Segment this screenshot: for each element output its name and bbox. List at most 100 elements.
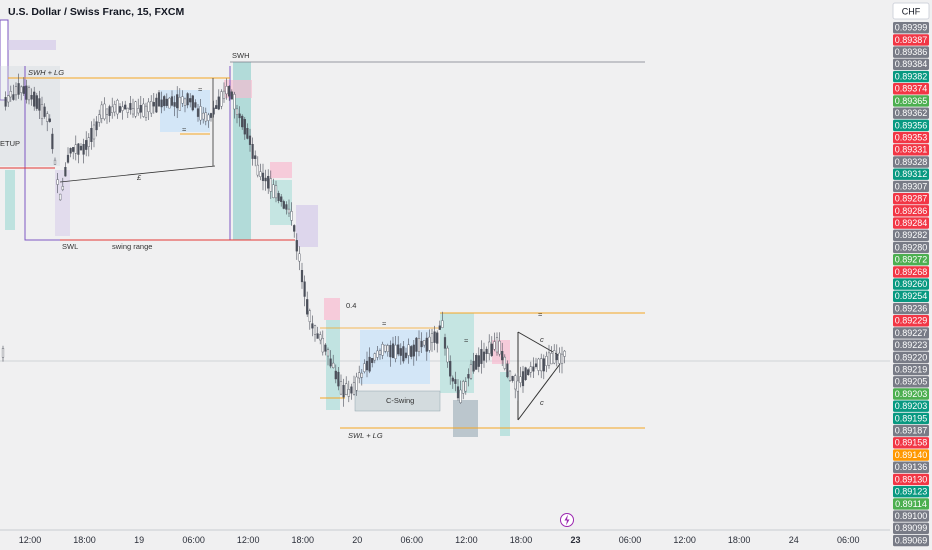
- candle-body: [527, 369, 530, 376]
- candle-body: [157, 92, 161, 107]
- candle-body: [443, 337, 447, 349]
- candle-body: [287, 208, 291, 214]
- candle-body: [332, 362, 335, 369]
- price-label: 0.89236: [895, 303, 928, 313]
- price-label: 0.89353: [895, 132, 928, 142]
- candle-body: [147, 101, 150, 112]
- price-label: 0.89399: [895, 23, 928, 33]
- candle-body: [449, 361, 452, 377]
- candle-body: [53, 159, 57, 165]
- candle-body: [493, 341, 496, 350]
- candle-body: [108, 106, 111, 116]
- price-label: 0.89069: [895, 535, 928, 545]
- price-label-tag: [893, 424, 929, 437]
- candle-body: [113, 104, 116, 113]
- price-label: 0.89114: [895, 499, 927, 509]
- price-label-tag: [893, 473, 929, 486]
- candle-body: [337, 371, 340, 387]
- triangle-upper: [517, 331, 561, 357]
- price-label-tag: [893, 412, 929, 425]
- candle-body: [386, 345, 389, 353]
- candle-body: [118, 106, 122, 113]
- price-label: 0.89220: [895, 352, 928, 362]
- x-tick-label: 06:00: [401, 535, 424, 545]
- candle-body: [563, 350, 566, 357]
- x-tick-label: 12:00: [19, 535, 42, 545]
- candle-body: [248, 135, 252, 145]
- candle-body: [25, 85, 28, 100]
- price-label: 0.89203: [895, 389, 928, 399]
- candle-body: [139, 104, 142, 113]
- price-label: 0.89328: [895, 157, 928, 167]
- x-tick-label: 12:00: [237, 535, 260, 545]
- price-label-tag: [893, 339, 929, 351]
- x-tick-label: 06:00: [837, 535, 860, 545]
- left-demand-zone: [55, 170, 70, 236]
- range-green-lower: [500, 372, 510, 436]
- candle-body: [186, 93, 189, 106]
- candle-body: [384, 344, 387, 352]
- candle-body: [407, 344, 410, 356]
- candle-body: [532, 366, 535, 372]
- x-tick-label: 12:00: [673, 535, 696, 545]
- c-swing-box: [354, 390, 441, 412]
- price-label-tag: [893, 217, 929, 229]
- candle-body: [225, 86, 228, 95]
- candle-body: [199, 106, 202, 121]
- annotation-swl: SWL: [62, 242, 78, 251]
- candle-body: [261, 172, 265, 181]
- candle-body: [220, 91, 223, 107]
- candle-body: [360, 372, 363, 378]
- annotation-fib: 0.4: [346, 301, 356, 310]
- candle-body: [46, 113, 49, 122]
- candle-body: [137, 108, 140, 114]
- candle-body: [251, 143, 254, 159]
- candle-body: [308, 310, 311, 322]
- annotation-c-swing: C-Swing: [386, 396, 414, 405]
- price-label: 0.89374: [895, 84, 928, 94]
- candle-body: [274, 185, 278, 199]
- lightning-icon[interactable]: [560, 513, 574, 527]
- price-label-tag: [893, 315, 929, 327]
- candle-body: [295, 240, 298, 252]
- candle-body: [456, 386, 460, 399]
- candle-body: [378, 350, 382, 355]
- candle-body: [352, 382, 356, 395]
- plot-area[interactable]: [0, 0, 890, 530]
- price-label-tag: [893, 449, 929, 461]
- price-label: 0.89362: [895, 108, 928, 118]
- annotations: SWH + LG SWH SWL swing range C-Swing SWL…: [0, 51, 544, 440]
- candle-body: [90, 127, 93, 142]
- price-label: 0.89223: [895, 340, 928, 350]
- candle-body: [22, 86, 25, 94]
- price-label-tag: [893, 70, 929, 83]
- price-label-tag: [893, 302, 929, 315]
- candle-body: [503, 356, 506, 369]
- candle-body: [134, 101, 137, 117]
- candle-body: [35, 95, 38, 109]
- candle-body: [404, 352, 408, 358]
- x-tick-label: 19: [134, 535, 144, 545]
- candle-body: [204, 112, 207, 122]
- price-label: 0.89365: [895, 96, 928, 106]
- candle-body: [150, 100, 153, 114]
- x-tick-label: 20: [352, 535, 362, 545]
- candle-body: [516, 380, 519, 392]
- candle-body: [506, 363, 509, 378]
- price-label-tag: [893, 58, 929, 71]
- annotation-swh-lg: SWH + LG: [28, 68, 64, 77]
- candle-body: [441, 320, 444, 328]
- price-label: 0.89195: [895, 413, 928, 423]
- candle-body: [238, 113, 241, 119]
- price-label-tag: [893, 144, 929, 156]
- currency-box[interactable]: [892, 2, 930, 20]
- candle-body: [402, 346, 405, 362]
- time-axis[interactable]: [0, 530, 890, 550]
- price-label-tag: [893, 131, 929, 144]
- candle-body: [467, 374, 470, 379]
- candle-body: [389, 345, 392, 358]
- candle-body: [121, 106, 124, 111]
- price-label-tag: [893, 400, 929, 412]
- candle-body: [105, 108, 109, 115]
